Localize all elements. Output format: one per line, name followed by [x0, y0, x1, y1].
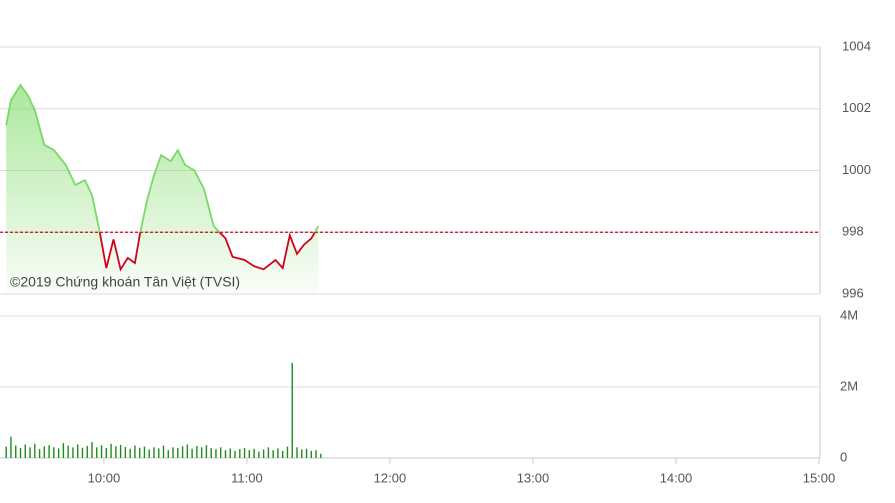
volume-bar	[267, 447, 270, 458]
volume-bar	[315, 450, 317, 458]
volume-bar	[262, 449, 265, 458]
volume-bar	[224, 450, 227, 458]
volume-bar	[57, 448, 60, 458]
volume-bar	[77, 444, 79, 458]
volume-bar	[248, 450, 251, 458]
volume-bar	[100, 445, 103, 458]
volume-bar	[115, 446, 117, 458]
volume-bar	[10, 436, 12, 458]
volume-bar	[29, 447, 31, 458]
volume-bar	[196, 445, 198, 458]
x-tick-label: 15:00	[803, 470, 836, 485]
volume-bar	[124, 446, 127, 458]
volume-bar	[119, 444, 122, 458]
volume-bar	[43, 446, 46, 458]
volume-bar	[34, 443, 36, 458]
volume-bar	[105, 448, 108, 458]
price-area	[6, 85, 319, 294]
y-tick-label: 1000	[842, 162, 871, 177]
volume-bar	[301, 449, 303, 458]
x-tick-label: 12:00	[374, 470, 407, 485]
x-tick-label: 11:00	[231, 470, 263, 485]
volume-bar	[277, 448, 279, 458]
volume-bar	[24, 444, 26, 458]
volume-bar	[234, 450, 236, 458]
volume-bar	[162, 445, 165, 458]
volume-bar	[320, 453, 322, 458]
price-line-up	[5, 83, 320, 233]
volume-bar	[191, 448, 193, 458]
volume-bar	[129, 448, 131, 458]
volume-bar	[286, 446, 289, 458]
x-tick-label: 13:00	[517, 470, 550, 485]
volume-bar	[258, 451, 260, 458]
x-tick-label: 10:00	[88, 470, 121, 485]
volume-bar	[291, 362, 293, 458]
y-tick-label: 996	[842, 285, 864, 300]
volume-bar	[220, 447, 222, 458]
volume-bar	[167, 450, 169, 458]
volume-bar	[200, 447, 203, 458]
y-tick-label: 4M	[840, 307, 858, 322]
volume-bar	[296, 447, 298, 458]
volume-bar	[243, 448, 246, 458]
volume-bar	[110, 443, 112, 458]
volume-bar	[177, 448, 179, 458]
volume-bar	[53, 447, 55, 458]
y-tick-label: 1004	[842, 38, 871, 53]
volume-bar	[148, 449, 150, 458]
volume-bar	[181, 446, 184, 458]
volume-bar	[239, 449, 241, 458]
volume-bar	[67, 445, 69, 458]
volume-bar	[19, 448, 22, 458]
volume-bar	[281, 450, 284, 458]
volume-bar	[305, 448, 308, 458]
volume-bar	[134, 445, 136, 458]
x-tick-label: 14:00	[660, 470, 693, 485]
volume-bar	[96, 447, 98, 458]
volume-bar	[86, 445, 88, 458]
volume-bar	[158, 448, 160, 458]
volume-bar	[186, 444, 189, 458]
volume-bar	[205, 445, 208, 458]
y-tick-label: 2M	[840, 378, 858, 393]
volume-bar	[272, 450, 274, 458]
volume-bar	[210, 448, 212, 458]
volume-bar	[143, 446, 146, 458]
volume-bar	[5, 446, 7, 458]
volume-bar	[229, 448, 231, 458]
volume-bar	[253, 448, 255, 458]
y-tick-label: 998	[842, 224, 864, 239]
volume-bar	[81, 447, 84, 458]
volume-bar	[38, 449, 41, 458]
volume-bar	[215, 449, 217, 458]
price-line-down	[98, 232, 316, 272]
volume-bar	[91, 442, 93, 458]
volume-bar	[62, 443, 65, 458]
volume-bar	[138, 447, 141, 458]
watermark: ©2019 Chứng khoán Tân Việt (TVSI)	[10, 274, 240, 290]
volume-bar	[172, 447, 174, 458]
y-tick-label: 1002	[842, 100, 871, 115]
volume-bar	[48, 445, 50, 458]
volume-bar	[72, 447, 74, 458]
volume-bar	[153, 447, 155, 458]
volume-bar	[310, 450, 312, 458]
y-tick-label: 0	[840, 449, 847, 464]
volume-bar	[15, 445, 17, 458]
